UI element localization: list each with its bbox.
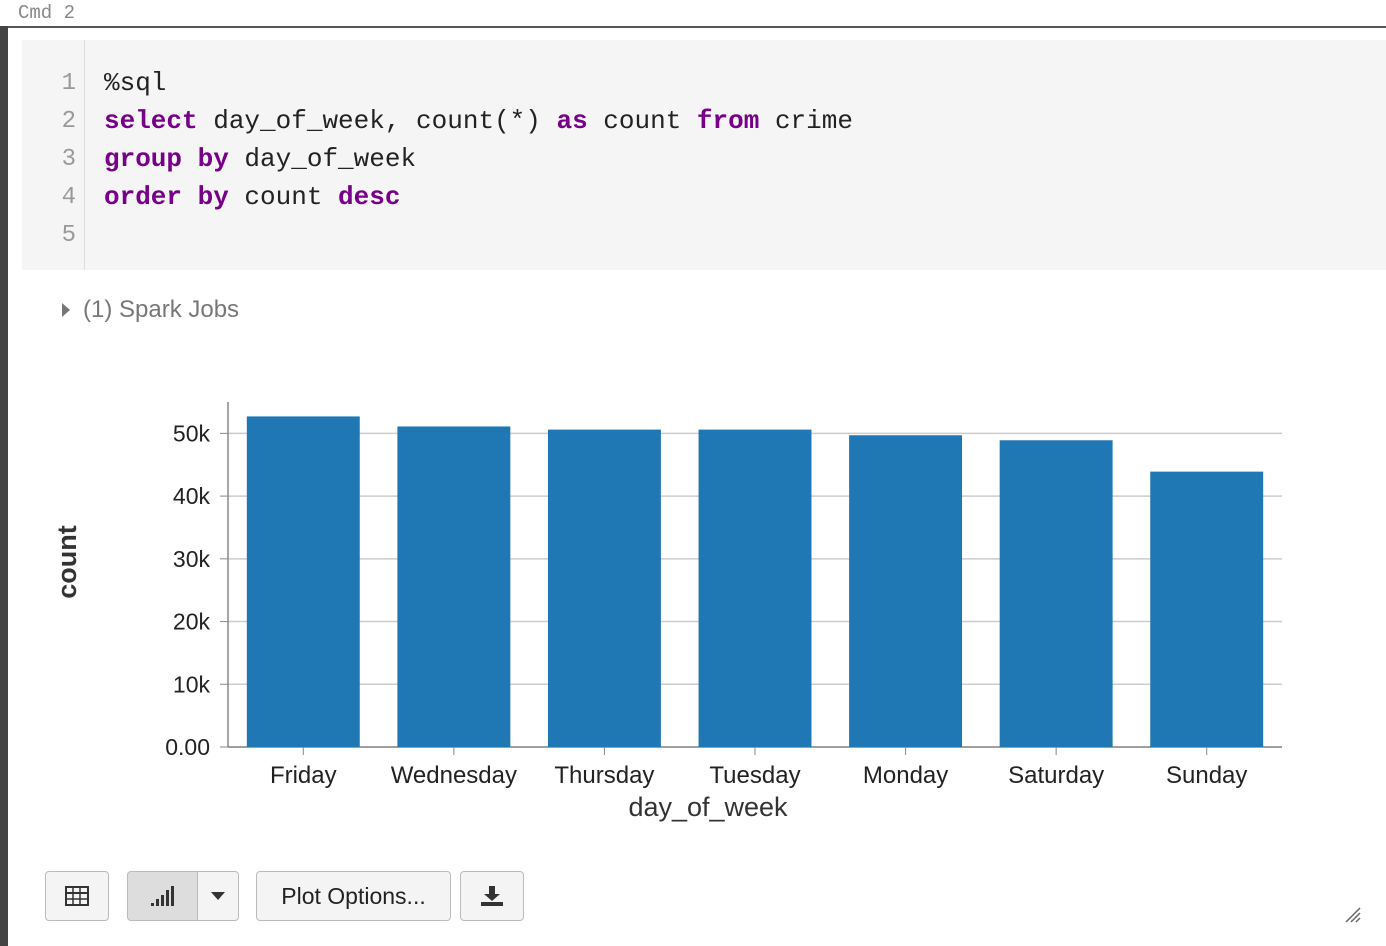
resize-handle[interactable] xyxy=(1344,906,1362,924)
code-line: %sql xyxy=(104,68,166,98)
y-tick-label: 30k xyxy=(173,546,211,572)
caret-icon xyxy=(211,892,225,900)
gutter-line xyxy=(84,40,85,270)
code-token: crime xyxy=(759,106,853,136)
y-tick-label: 20k xyxy=(173,609,211,635)
bar xyxy=(1150,471,1264,747)
x-tick-label: Saturday xyxy=(1008,762,1104,789)
code-editor[interactable] xyxy=(22,40,1386,270)
code-token: %sql xyxy=(104,68,167,98)
chart-type-dropdown[interactable] xyxy=(197,871,239,921)
button-label: Plot Options... xyxy=(281,882,426,909)
bar xyxy=(999,440,1113,747)
line-number: 3 xyxy=(61,146,76,173)
code-line: group by day_of_week xyxy=(104,144,416,174)
x-axis-label: day_of_week xyxy=(628,792,788,822)
bar xyxy=(698,429,812,747)
line-number: 4 xyxy=(61,184,76,211)
cell-selection-bar xyxy=(0,26,8,946)
y-tick-label: 50k xyxy=(173,420,211,446)
line-number: 5 xyxy=(61,222,76,249)
y-tick-label: 10k xyxy=(173,671,211,697)
y-tick-label: 40k xyxy=(173,483,211,509)
line-number: 1 xyxy=(61,70,76,97)
plot-options-button[interactable]: Plot Options... xyxy=(256,871,451,921)
expand-arrow[interactable] xyxy=(62,303,70,317)
line-number: 2 xyxy=(61,108,76,135)
sql-keyword: from xyxy=(696,106,760,136)
table-icon xyxy=(65,886,89,906)
x-tick-label: Friday xyxy=(270,762,337,789)
x-tick-label: Wednesday xyxy=(391,762,517,789)
download-button[interactable] xyxy=(460,871,524,921)
x-tick-label: Thursday xyxy=(554,762,654,789)
x-tick-label: Tuesday xyxy=(709,762,800,789)
bar xyxy=(397,426,511,747)
y-axis-label: count xyxy=(52,525,82,599)
bar xyxy=(246,416,360,747)
code-token: day_of_week xyxy=(228,144,417,174)
bar xyxy=(547,429,661,747)
sql-keyword: as xyxy=(556,106,588,136)
code-token: count xyxy=(228,182,339,212)
sql-keyword: group by xyxy=(104,144,229,174)
code-line: select day_of_week, count(*) as count fr… xyxy=(104,106,853,136)
table-view-button[interactable] xyxy=(45,871,109,921)
cell-label: Cmd 2 xyxy=(18,2,76,24)
sql-keyword: select xyxy=(104,106,198,136)
code-line: order by count desc xyxy=(104,182,400,212)
x-tick-label: Monday xyxy=(863,762,948,789)
bar xyxy=(849,435,963,747)
x-tick-label: Sunday xyxy=(1166,762,1247,789)
code-token: day_of_week, count(*) xyxy=(197,106,557,136)
download-icon xyxy=(481,886,503,906)
y-tick-label: 0.00 xyxy=(165,734,210,760)
chart-view-button[interactable] xyxy=(127,871,198,921)
sql-keyword: desc xyxy=(338,182,401,212)
chart: 0.00 10k 20k 30k 40k 50k Friday Wednesday Thursd… xyxy=(52,402,1282,822)
cell-border xyxy=(0,26,1386,28)
code-token: count xyxy=(587,106,697,136)
spark-jobs-toggle[interactable]: (1) Spark Jobs xyxy=(83,296,240,323)
sql-keyword: order by xyxy=(104,182,229,212)
bar-chart-icon xyxy=(150,886,174,906)
